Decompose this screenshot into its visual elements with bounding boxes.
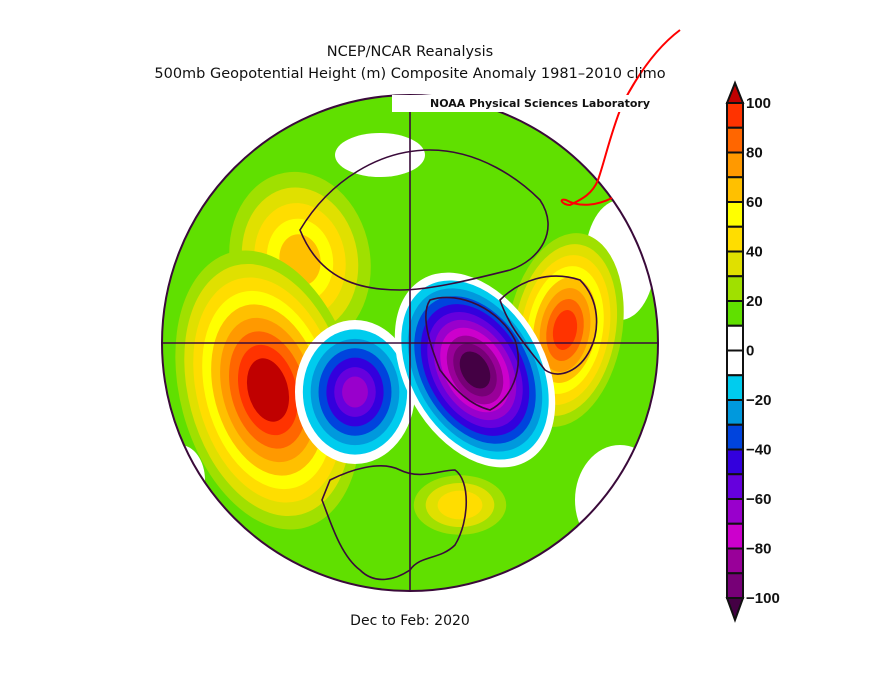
colorbar-tick-label: 80	[746, 145, 763, 162]
positive-anomaly-contour	[229, 331, 307, 449]
positive-anomaly-contour	[237, 344, 299, 436]
positive-anomaly-contour	[266, 218, 334, 302]
negative-anomaly-contour	[420, 304, 530, 436]
colorbar-tick-label: −40	[746, 442, 771, 459]
colorbar-bin	[726, 151, 744, 179]
negative-anomaly-contour	[334, 367, 376, 417]
positive-anomaly-contour	[246, 358, 290, 422]
negative-anomaly-contour	[427, 312, 523, 428]
colorbar-tick-label: −60	[746, 491, 771, 508]
colorbar-bin	[726, 126, 744, 154]
positive-anomaly-contour	[532, 277, 598, 383]
near-zero-anomaly-patch	[575, 445, 658, 555]
map-border	[161, 94, 659, 592]
colorbar-bin	[726, 201, 744, 228]
negative-anomaly-contour	[394, 272, 556, 468]
asia-outline	[299, 149, 549, 291]
negative-anomaly-contour	[302, 329, 408, 455]
colorbar-bin	[726, 423, 744, 451]
period-label: Dec to Feb: 2020	[350, 613, 470, 629]
negative-anomaly-contour	[342, 376, 368, 408]
negative-anomaly-contour	[459, 351, 491, 389]
colorbar-bin	[726, 522, 744, 550]
negative-anomaly-contour	[414, 296, 536, 444]
negative-anomaly-contour	[318, 348, 392, 436]
negative-anomaly-contour	[440, 327, 510, 413]
colorbar-tick-label: 100	[746, 95, 771, 112]
colorbar-under-triangle	[725, 597, 745, 623]
colorbar: 100 80 60 40 20 0 −20 −40 −60 −80 −100	[725, 80, 780, 623]
positive-anomaly-contour	[546, 299, 584, 361]
colorbar-bin	[726, 399, 744, 426]
positive-anomaly-contour	[193, 277, 343, 503]
near-zero-anomaly-patch	[585, 200, 655, 320]
positive-anomaly-contour	[413, 475, 507, 535]
colorbar-tick-label: −100	[746, 590, 780, 607]
positive-anomaly-contour	[279, 234, 321, 286]
positive-anomaly-contour	[184, 263, 352, 517]
lab-label: NOAA Physical Sciences Laboratory	[392, 95, 654, 112]
europe-outline	[499, 275, 598, 375]
colorbar-bin	[726, 448, 744, 476]
negative-anomaly-contour	[446, 335, 504, 405]
map-background	[162, 95, 658, 591]
colorbar-tick-label: −80	[746, 541, 771, 558]
colorbar-tick-label: 0	[746, 343, 754, 360]
negative-anomaly-contour	[310, 338, 400, 446]
positive-anomaly-contour	[202, 290, 334, 490]
coastlines	[299, 149, 598, 581]
colorbar-bin	[726, 374, 744, 401]
colorbar-bin	[726, 473, 744, 500]
colorbar-bin	[726, 102, 744, 129]
negative-anomaly-contour	[326, 357, 384, 427]
greenland-outline	[425, 296, 519, 411]
near-zero-anomaly-patch	[335, 133, 425, 177]
colorbar-bin	[726, 300, 744, 327]
positive-anomaly-contour	[512, 244, 618, 416]
colorbar-over-triangle	[725, 80, 745, 104]
positive-anomaly-contour	[241, 187, 359, 333]
positive-anomaly-contour	[254, 203, 346, 317]
colorbar-bin	[726, 498, 744, 525]
colorbar-tick-label: 40	[746, 244, 763, 261]
negative-anomaly-contour	[453, 343, 497, 397]
positive-anomaly-contour	[539, 288, 591, 372]
positive-anomaly-contour	[229, 171, 371, 349]
positive-anomaly-contour	[175, 250, 361, 530]
colorbar-bin	[726, 572, 744, 599]
north-america-outline	[321, 465, 468, 581]
positive-anomaly-contour	[425, 482, 495, 528]
anomaly-field	[162, 95, 658, 591]
positive-anomaly-contour	[220, 317, 316, 463]
positive-anomaly-contour	[506, 233, 624, 427]
positive-anomaly-contour	[552, 309, 578, 351]
negative-anomaly-contour	[433, 319, 517, 421]
positive-anomaly-contour	[519, 255, 611, 405]
colorbar-bin	[726, 176, 744, 203]
colorbar-tick-label: −20	[746, 392, 771, 409]
negative-anomaly-contour	[295, 320, 415, 464]
near-zero-anomaly-patch	[162, 445, 205, 515]
positive-anomaly-contour	[526, 266, 604, 394]
colorbar-bin	[726, 324, 744, 352]
colorbar-bin	[726, 275, 744, 302]
positive-anomaly-contour	[437, 490, 483, 520]
negative-anomaly-contour	[401, 280, 549, 460]
positive-anomaly-contour	[211, 304, 325, 476]
colorbar-bin	[726, 225, 744, 253]
colorbar-bin	[726, 547, 744, 575]
colorbar-tick-label: 60	[746, 194, 763, 211]
colorbar-tick-label: 20	[746, 293, 763, 310]
chart-title: NCEP/NCAR Reanalysis	[326, 44, 494, 60]
colorbar-bin	[726, 349, 744, 377]
chart-subtitle: 500mb Geopotential Height (m) Composite …	[154, 66, 666, 82]
negative-anomaly-contour	[407, 288, 543, 452]
colorbar-bin	[726, 250, 744, 278]
